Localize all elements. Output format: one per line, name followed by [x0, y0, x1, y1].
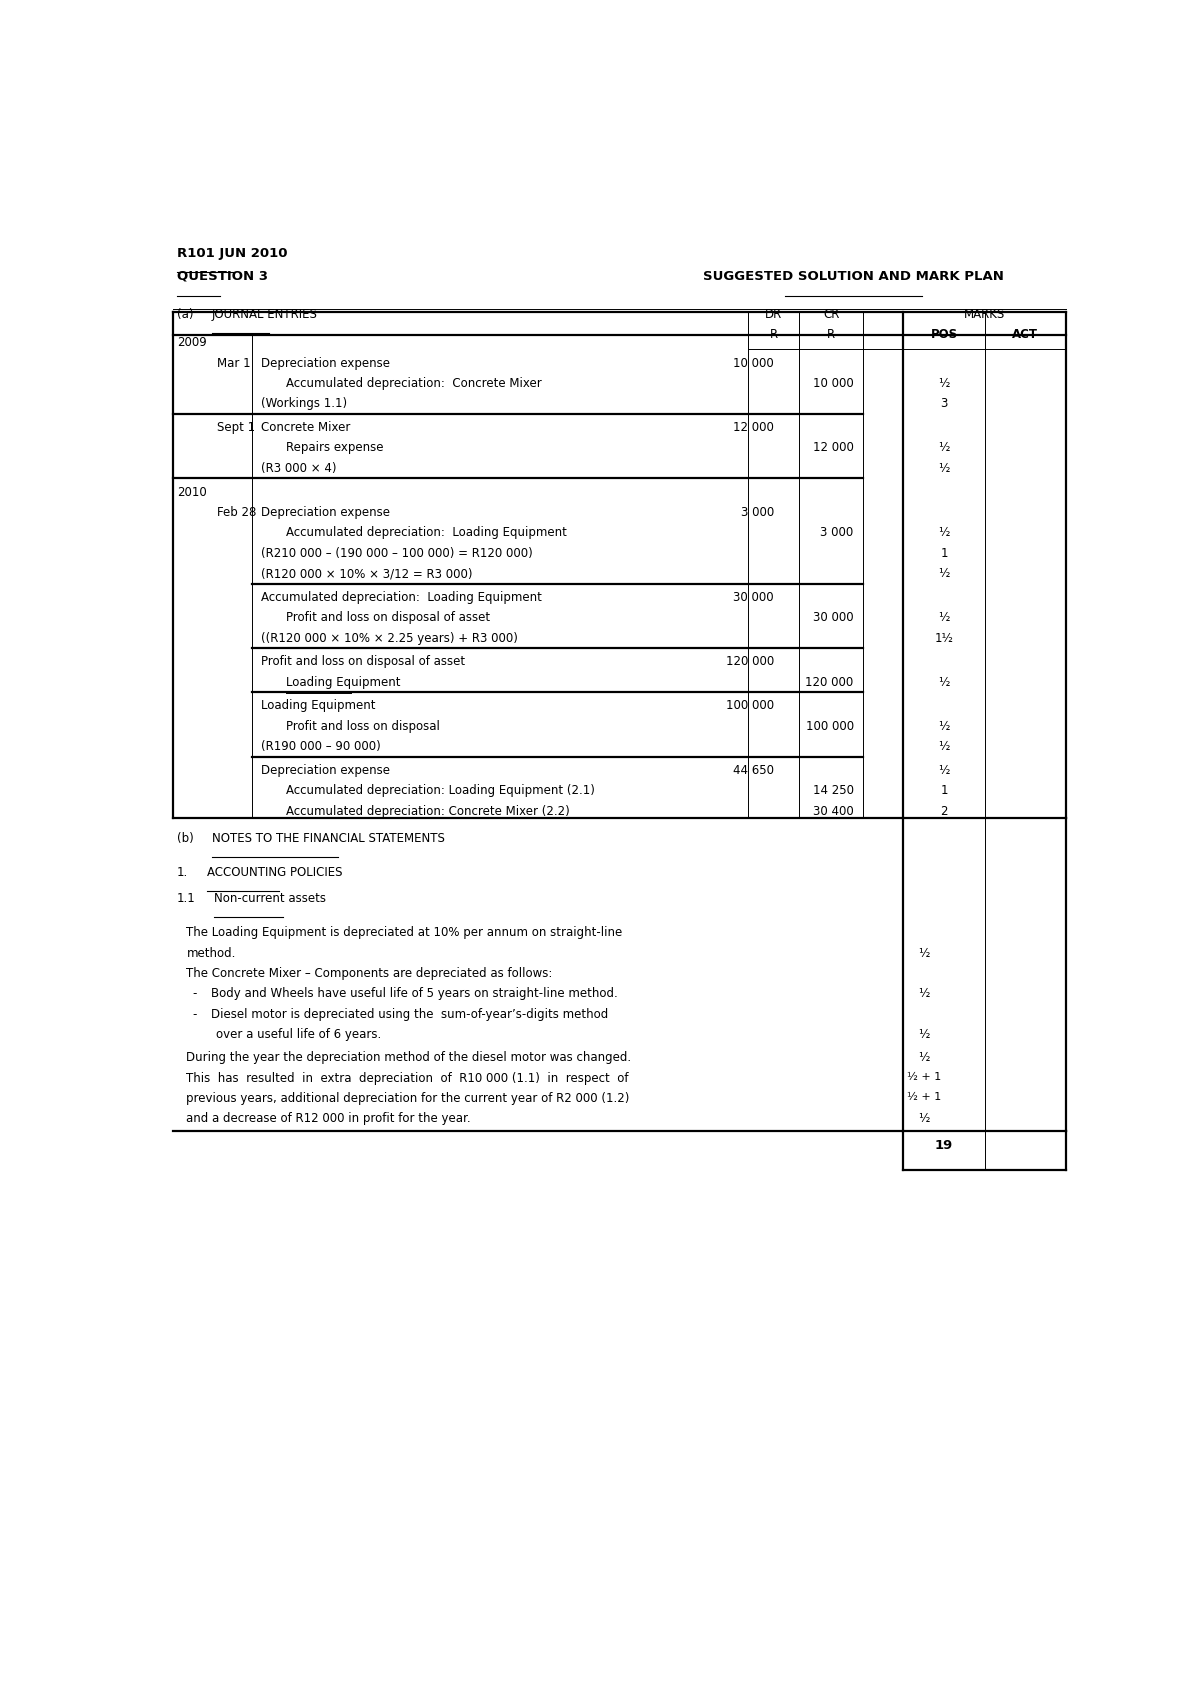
Text: SUGGESTED SOLUTION AND MARK PLAN: SUGGESTED SOLUTION AND MARK PLAN	[703, 270, 1004, 284]
Text: ACCOUNTING POLICIES: ACCOUNTING POLICIES	[206, 866, 342, 880]
Text: (b): (b)	[178, 832, 194, 846]
Text: 10 000: 10 000	[733, 357, 774, 370]
Text: This  has  resulted  in  extra  depreciation  of  R10 000 (1.1)  in  respect  of: This has resulted in extra depreciation …	[186, 1071, 629, 1085]
Text: Feb 28: Feb 28	[217, 506, 257, 520]
Text: 2010: 2010	[178, 486, 206, 499]
Text: Accumulated depreciation: Concrete Mixer (2.2): Accumulated depreciation: Concrete Mixer…	[286, 805, 569, 818]
Text: (Workings 1.1): (Workings 1.1)	[260, 397, 347, 411]
Text: 1.: 1.	[178, 866, 188, 880]
Text: Depreciation expense: Depreciation expense	[260, 506, 390, 520]
Text: 120 000: 120 000	[805, 676, 853, 689]
Text: 30 400: 30 400	[812, 805, 853, 818]
Text: Loading Equipment: Loading Equipment	[286, 676, 400, 689]
Text: ½: ½	[938, 526, 949, 540]
Text: Depreciation expense: Depreciation expense	[260, 357, 390, 370]
Text: Repairs expense: Repairs expense	[286, 441, 383, 455]
Text: 1½: 1½	[935, 632, 954, 645]
Text: The Loading Equipment is depreciated at 10% per annum on straight-line: The Loading Equipment is depreciated at …	[186, 927, 623, 939]
Text: Non-current assets: Non-current assets	[215, 893, 326, 905]
Text: 1.1: 1.1	[178, 893, 196, 905]
Text: Accumulated depreciation:  Loading Equipment: Accumulated depreciation: Loading Equipm…	[260, 591, 541, 604]
Text: 19: 19	[935, 1139, 953, 1151]
Text: 30 000: 30 000	[814, 611, 853, 625]
Text: (R3 000 × 4): (R3 000 × 4)	[260, 462, 336, 475]
Text: ((R120 000 × 10% × 2.25 years) + R3 000): ((R120 000 × 10% × 2.25 years) + R3 000)	[260, 632, 517, 645]
Text: ½: ½	[918, 947, 930, 959]
Text: Loading Equipment: Loading Equipment	[260, 700, 376, 713]
Text: DR: DR	[766, 309, 782, 321]
Text: 30 000: 30 000	[733, 591, 774, 604]
Text: -: -	[193, 988, 197, 1000]
Text: ½: ½	[938, 740, 949, 754]
Text: POS: POS	[930, 328, 958, 341]
Text: Diesel motor is depreciated using the  sum-of-year’s-digits method: Diesel motor is depreciated using the su…	[211, 1009, 608, 1020]
Text: ½: ½	[938, 720, 949, 734]
Text: NOTES TO THE FINANCIAL STATEMENTS: NOTES TO THE FINANCIAL STATEMENTS	[212, 832, 445, 846]
Text: Profit and loss on disposal: Profit and loss on disposal	[286, 720, 439, 734]
Text: ½: ½	[938, 441, 949, 455]
Text: ½: ½	[938, 611, 949, 625]
Text: previous years, additional depreciation for the current year of R2 000 (1.2): previous years, additional depreciation …	[186, 1092, 630, 1105]
Text: and a decrease of R12 000 in profit for the year.: and a decrease of R12 000 in profit for …	[186, 1112, 472, 1126]
Text: ½: ½	[938, 764, 949, 778]
Text: Body and Wheels have useful life of 5 years on straight-line method.: Body and Wheels have useful life of 5 ye…	[211, 988, 618, 1000]
Text: ½: ½	[938, 462, 949, 475]
Text: 100 000: 100 000	[805, 720, 853, 734]
Text: ½ + 1: ½ + 1	[907, 1071, 941, 1082]
Text: 1: 1	[941, 547, 948, 560]
Text: MARKS: MARKS	[964, 309, 1006, 321]
Text: 44 650: 44 650	[733, 764, 774, 778]
Text: ½: ½	[918, 1112, 930, 1126]
Text: 120 000: 120 000	[726, 655, 774, 669]
Text: 2: 2	[941, 805, 948, 818]
Text: JOURNAL ENTRIES: JOURNAL ENTRIES	[212, 309, 318, 321]
Text: ½: ½	[938, 567, 949, 581]
Text: 1: 1	[941, 784, 948, 798]
Text: R: R	[827, 328, 835, 341]
Text: Mar 1: Mar 1	[217, 357, 251, 370]
Text: During the year the depreciation method of the diesel motor was changed.: During the year the depreciation method …	[186, 1051, 631, 1065]
Text: Accumulated depreciation: Loading Equipment (2.1): Accumulated depreciation: Loading Equipm…	[286, 784, 594, 798]
Text: 3: 3	[941, 397, 948, 411]
Text: 3 000: 3 000	[821, 526, 853, 540]
Text: The Concrete Mixer – Components are depreciated as follows:: The Concrete Mixer – Components are depr…	[186, 968, 553, 980]
Text: (R210 000 – (190 000 – 100 000) = R120 000): (R210 000 – (190 000 – 100 000) = R120 0…	[260, 547, 533, 560]
Text: over a useful life of 6 years.: over a useful life of 6 years.	[216, 1029, 382, 1041]
Text: ½: ½	[918, 1029, 930, 1041]
Text: 3 000: 3 000	[740, 506, 774, 520]
Text: Sept 1: Sept 1	[217, 421, 256, 435]
Text: (R190 000 – 90 000): (R190 000 – 90 000)	[260, 740, 380, 754]
Text: 14 250: 14 250	[812, 784, 853, 798]
Text: -: -	[193, 1009, 197, 1020]
Text: ½: ½	[938, 676, 949, 689]
Text: 2009: 2009	[178, 336, 206, 350]
Text: ½: ½	[938, 377, 949, 391]
Text: (a): (a)	[178, 309, 193, 321]
Text: R: R	[770, 328, 778, 341]
Text: ½: ½	[918, 988, 930, 1000]
Text: 100 000: 100 000	[726, 700, 774, 713]
Text: Accumulated depreciation:  Concrete Mixer: Accumulated depreciation: Concrete Mixer	[286, 377, 541, 391]
Text: ½: ½	[918, 1051, 930, 1065]
Text: 10 000: 10 000	[812, 377, 853, 391]
Text: Accumulated depreciation:  Loading Equipment: Accumulated depreciation: Loading Equipm…	[286, 526, 566, 540]
Text: (R120 000 × 10% × 3/12 = R3 000): (R120 000 × 10% × 3/12 = R3 000)	[260, 567, 473, 581]
Text: method.: method.	[186, 947, 236, 959]
Text: 12 000: 12 000	[733, 421, 774, 435]
Text: ½ + 1: ½ + 1	[907, 1092, 941, 1102]
Text: Profit and loss on disposal of asset: Profit and loss on disposal of asset	[260, 655, 464, 669]
Text: ACT: ACT	[1013, 328, 1038, 341]
Text: Profit and loss on disposal of asset: Profit and loss on disposal of asset	[286, 611, 490, 625]
Text: QUESTION 3: QUESTION 3	[178, 270, 268, 284]
Text: Depreciation expense: Depreciation expense	[260, 764, 390, 778]
Text: Concrete Mixer: Concrete Mixer	[260, 421, 350, 435]
Text: CR: CR	[823, 309, 840, 321]
Text: R101 JUN 2010: R101 JUN 2010	[178, 246, 288, 260]
Text: 12 000: 12 000	[812, 441, 853, 455]
